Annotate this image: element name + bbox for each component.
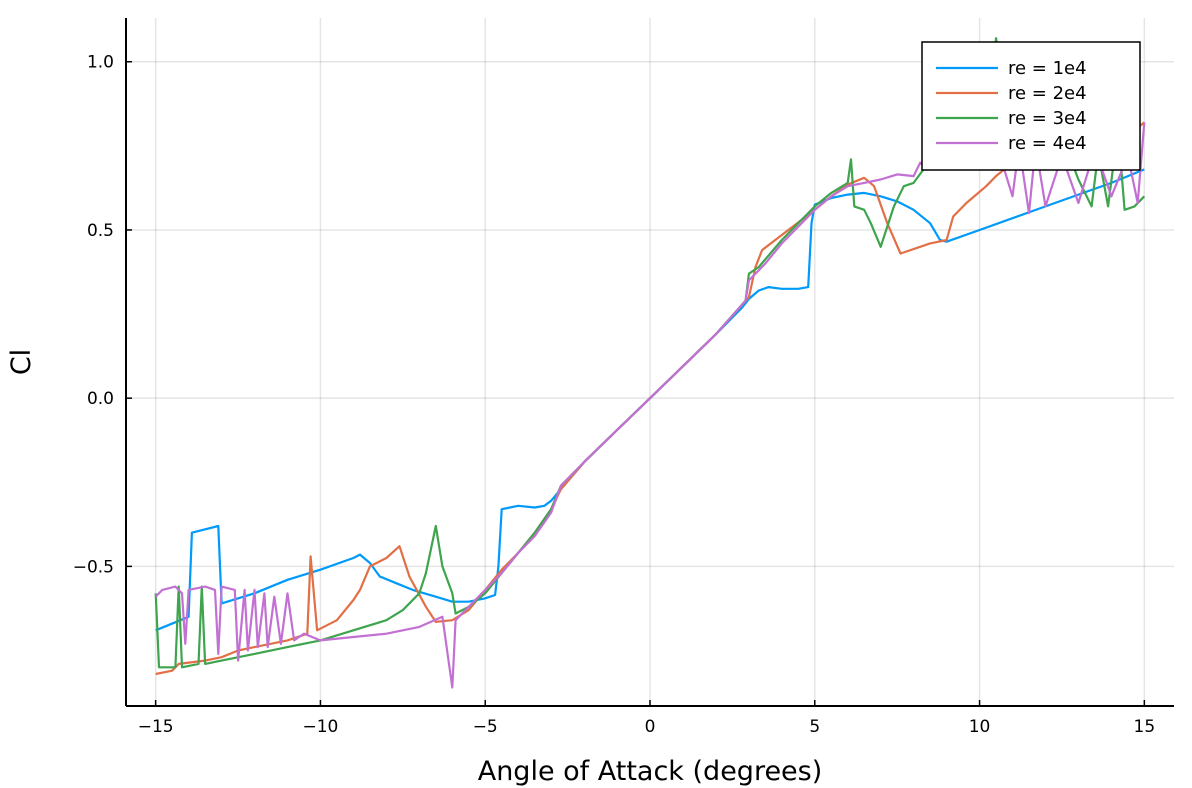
legend-box: [921, 41, 1141, 171]
y-tick-label: −0.5: [73, 557, 114, 577]
x-tick-label: −15: [138, 717, 174, 737]
y-tick-label: 0.0: [87, 389, 114, 409]
legend-label: re = 1e4: [1008, 58, 1087, 79]
x-tick-label: −10: [302, 717, 338, 737]
x-tick-label: 10: [969, 717, 991, 737]
x-tick-label: 5: [809, 717, 820, 737]
y-axis-label: Cl: [6, 349, 37, 375]
x-tick-label: 0: [645, 717, 656, 737]
x-tick-label: −5: [473, 717, 498, 737]
x-tick-label: 15: [1134, 717, 1156, 737]
legend-label: re = 3e4: [1008, 108, 1087, 129]
y-tick-label: 0.5: [87, 221, 114, 241]
x-ticks: −15 −10 −5 0 5 10 15: [138, 700, 1155, 737]
y-tick-label: 1.0: [87, 53, 114, 73]
legend-label: re = 2e4: [1008, 83, 1087, 104]
legend: re = 1e4 re = 2e4 re = 3e4 re = 4e4: [921, 41, 1141, 171]
y-ticks: −0.5 0.0 0.5 1.0: [73, 53, 132, 577]
x-axis-label: Angle of Attack (degrees): [478, 756, 823, 787]
legend-label: re = 4e4: [1008, 133, 1087, 154]
